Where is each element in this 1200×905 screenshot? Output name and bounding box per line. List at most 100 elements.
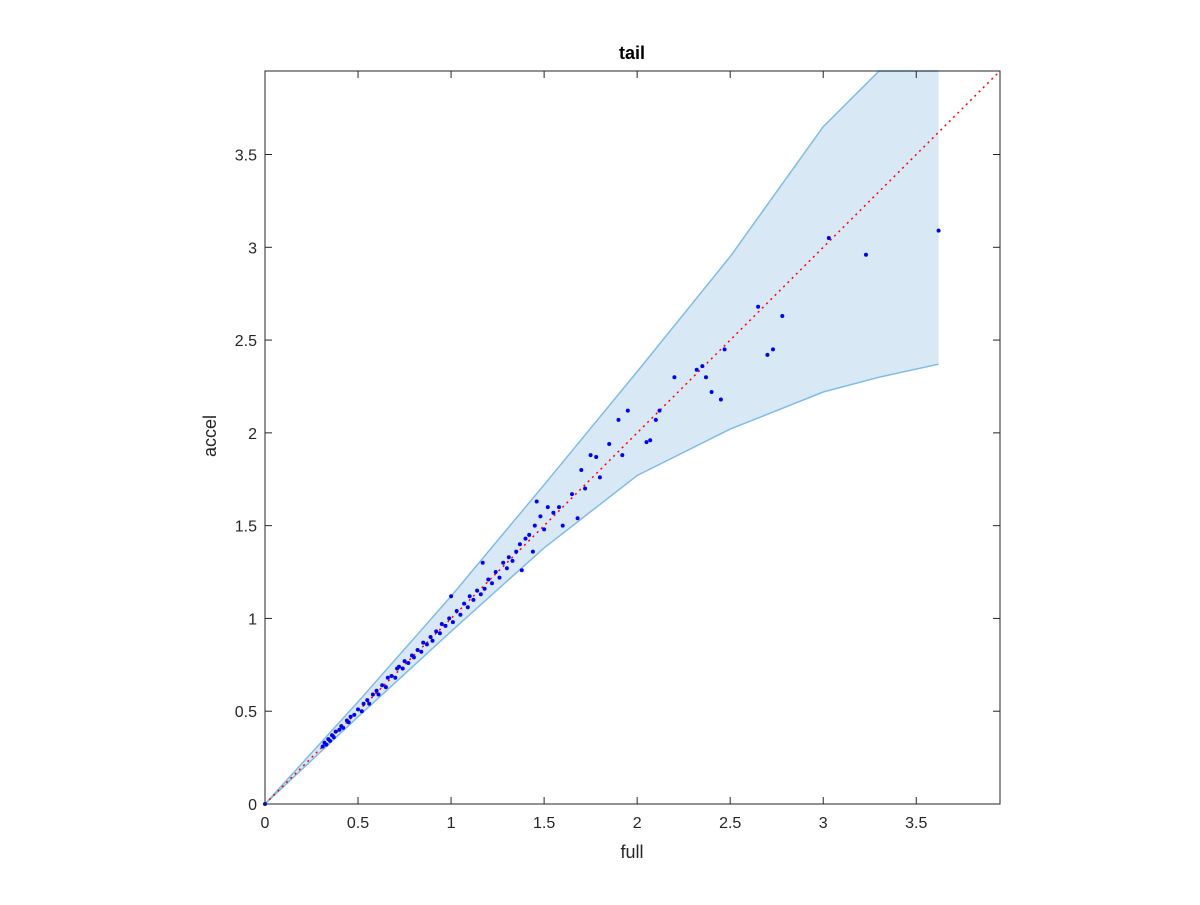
- data-point: [704, 375, 708, 380]
- data-point: [497, 575, 502, 580]
- data-point: [538, 514, 543, 519]
- data-point: [475, 588, 480, 593]
- data-point: [493, 570, 498, 574]
- data-point: [936, 228, 941, 233]
- data-point: [486, 577, 491, 582]
- data-point: [478, 592, 483, 597]
- data-point: [625, 408, 630, 413]
- x-tick-label: 3.5: [905, 815, 927, 832]
- data-point: [545, 505, 550, 510]
- data-point: [341, 725, 346, 730]
- y-tick-label: 3: [248, 240, 257, 257]
- data-point: [570, 492, 574, 497]
- data-point: [421, 640, 426, 645]
- data-point: [424, 642, 429, 647]
- data-point: [361, 701, 366, 706]
- data-point: [700, 364, 705, 369]
- data-point: [657, 408, 662, 413]
- plot-area-box: [264, 70, 1001, 805]
- data-point: [331, 735, 336, 740]
- data-point: [465, 605, 470, 610]
- data-point: [447, 616, 452, 621]
- data-point: [467, 594, 472, 599]
- data-point: [523, 536, 528, 541]
- data-point: [449, 594, 454, 599]
- data-point: [443, 623, 448, 628]
- x-tick-label: 2.5: [719, 815, 741, 832]
- data-point: [594, 455, 599, 459]
- data-point: [393, 675, 398, 680]
- data-point: [482, 586, 487, 591]
- data-point: [389, 674, 394, 678]
- x-tick-label: 1: [447, 815, 456, 832]
- data-point: [672, 375, 677, 380]
- data-point: [527, 532, 532, 537]
- data-point: [722, 347, 727, 352]
- band-fill: [265, 71, 939, 804]
- data-point: [337, 727, 342, 732]
- y-tick-label: 2.5: [235, 333, 257, 350]
- data-point: [430, 638, 435, 643]
- data-point: [411, 655, 416, 660]
- data-point: [510, 558, 515, 563]
- data-point: [346, 720, 351, 725]
- data-point: [406, 661, 411, 665]
- data-point: [514, 549, 519, 554]
- data-point: [333, 729, 338, 734]
- data-point: [579, 468, 584, 472]
- x-axis-label: full: [620, 842, 643, 862]
- data-point: [542, 527, 547, 532]
- data-point: [765, 352, 770, 357]
- data-point: [501, 560, 506, 565]
- data-point: [383, 685, 388, 690]
- data-point: [458, 612, 463, 617]
- data-point: [718, 397, 723, 402]
- data-point: [532, 523, 537, 528]
- data-point: [557, 505, 561, 510]
- data-point: [583, 486, 588, 491]
- data-point: [450, 620, 455, 625]
- data-point: [385, 675, 390, 680]
- data-point: [756, 304, 761, 309]
- data-point: [588, 453, 593, 458]
- y-tick-label: 1: [248, 611, 257, 628]
- data-point: [328, 738, 333, 743]
- x-axis-ticks: 0 0.5 1 1.5 2 2.5 3 3.5: [261, 71, 927, 832]
- data-point: [437, 631, 442, 636]
- y-tick-label: 2: [248, 426, 257, 443]
- data-point: [694, 367, 699, 372]
- band-upper-edge: [264, 70, 939, 805]
- data-point: [374, 688, 379, 693]
- data-point: [352, 712, 357, 717]
- data-point: [597, 475, 602, 480]
- data-point: [530, 549, 535, 554]
- y-tick-label: 3.5: [235, 148, 257, 165]
- band-lower-edge: [264, 363, 939, 805]
- data-point: [380, 683, 385, 688]
- data-point: [434, 629, 439, 634]
- data-point: [400, 666, 405, 671]
- x-tick-label: 2: [633, 815, 642, 832]
- data-point: [415, 648, 420, 652]
- data-point: [780, 314, 785, 318]
- data-point: [517, 542, 522, 547]
- data-point: [490, 581, 494, 586]
- data-point: [356, 707, 360, 712]
- data-point: [324, 742, 329, 747]
- data-point: [376, 692, 381, 697]
- y-axis-ticks: 0 0.5 1 1.5 2 2.5 3 3.5: [235, 148, 1000, 814]
- data-point: [397, 664, 401, 669]
- data-point: [480, 560, 485, 565]
- chart-title: tail: [619, 43, 645, 63]
- data-point: [419, 649, 424, 654]
- data-point: [534, 499, 539, 504]
- data-point: [367, 701, 372, 706]
- y-axis-label: accel: [200, 415, 220, 457]
- data-point: [709, 390, 714, 394]
- data-point: [506, 555, 511, 560]
- x-tick-label: 0: [261, 815, 270, 832]
- data-point: [348, 714, 353, 719]
- data-point: [616, 417, 621, 422]
